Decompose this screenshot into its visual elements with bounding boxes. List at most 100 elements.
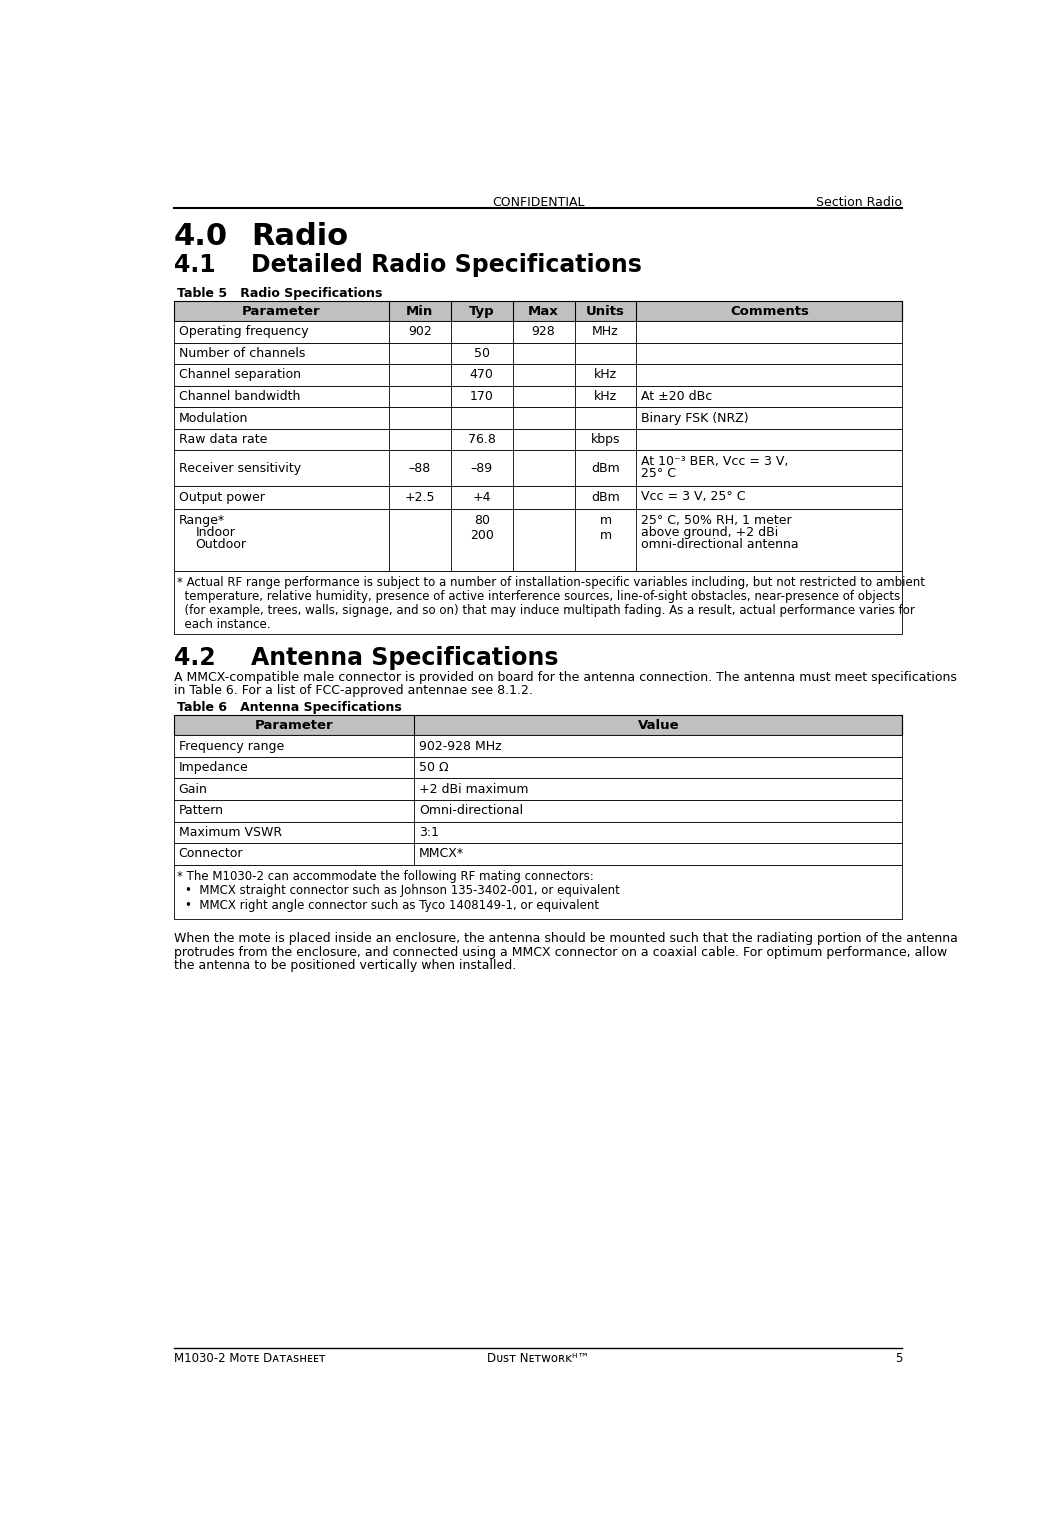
Text: At 10⁻³ BER, Vcc = 3 V,: At 10⁻³ BER, Vcc = 3 V, — [642, 454, 789, 468]
Text: Pattern: Pattern — [178, 804, 224, 818]
Text: Parameter: Parameter — [255, 719, 334, 732]
Text: Frequency range: Frequency range — [178, 739, 284, 753]
Text: dBm: dBm — [591, 491, 620, 504]
Text: Number of channels: Number of channels — [178, 346, 304, 360]
Text: temperature, relative humidity, presence of active interference sources, line-of: temperature, relative humidity, presence… — [177, 590, 900, 602]
Text: kbps: kbps — [591, 433, 621, 447]
Text: * The M1030-2 can accommodate the following RF mating connectors:: * The M1030-2 can accommodate the follow… — [177, 870, 593, 882]
Text: At ±20 dBc: At ±20 dBc — [642, 390, 712, 403]
Text: Vcc = 3 V, 25° C: Vcc = 3 V, 25° C — [642, 490, 745, 504]
Text: Gain: Gain — [178, 782, 208, 796]
Text: 4.0: 4.0 — [174, 222, 228, 251]
Text: Channel separation: Channel separation — [178, 368, 300, 382]
Bar — [174, 570, 902, 634]
Text: MHz: MHz — [592, 325, 618, 339]
Text: Outdoor: Outdoor — [195, 537, 247, 551]
Text: protrudes from the enclosure, and connected using a MMCX connector on a coaxial : protrudes from the enclosure, and connec… — [174, 946, 947, 958]
Text: Connector: Connector — [178, 847, 243, 861]
Text: Antenna Specifications: Antenna Specifications — [251, 645, 559, 670]
Bar — [174, 801, 902, 822]
Text: Detailed Radio Specifications: Detailed Radio Specifications — [251, 253, 643, 277]
Text: +2.5: +2.5 — [404, 491, 435, 504]
Text: 5: 5 — [895, 1352, 902, 1364]
Text: Units: Units — [586, 305, 625, 317]
Text: Table 5   Radio Specifications: Table 5 Radio Specifications — [177, 286, 382, 300]
Text: Raw data rate: Raw data rate — [178, 433, 267, 447]
Text: 470: 470 — [469, 368, 494, 382]
Text: Omni-directional: Omni-directional — [419, 804, 523, 818]
Text: m: m — [600, 528, 611, 542]
Text: When the mote is placed inside an enclosure, the antenna should be mounted such : When the mote is placed inside an enclos… — [174, 933, 958, 946]
Text: –89: –89 — [470, 462, 492, 474]
Bar — [174, 365, 902, 385]
Text: 76.8: 76.8 — [467, 433, 496, 447]
Bar — [174, 300, 902, 320]
Bar — [174, 735, 902, 756]
Text: kHz: kHz — [594, 390, 617, 403]
Text: in Table 6. For a list of FCC-approved antennae see 8.1.2.: in Table 6. For a list of FCC-approved a… — [174, 684, 532, 696]
Text: Typ: Typ — [469, 305, 495, 317]
Text: A MMCX-compatible male connector is provided on board for the antenna connection: A MMCX-compatible male connector is prov… — [174, 671, 957, 684]
Text: 4.2: 4.2 — [174, 645, 215, 670]
Text: CONFIDENTIAL: CONFIDENTIAL — [491, 196, 585, 208]
Text: Indoor: Indoor — [195, 525, 235, 539]
Text: •  MMCX right angle connector such as Tyco 1408149-1, or equivalent: • MMCX right angle connector such as Tyc… — [185, 899, 598, 912]
Text: Max: Max — [528, 305, 559, 317]
Text: –88: –88 — [408, 462, 430, 474]
Text: * Actual RF range performance is subject to a number of installation-specific va: * Actual RF range performance is subject… — [177, 576, 925, 588]
Text: Parameter: Parameter — [242, 305, 320, 317]
Text: omni-directional antenna: omni-directional antenna — [642, 537, 799, 551]
Bar — [174, 320, 902, 342]
Text: 170: 170 — [469, 390, 494, 403]
Text: Comments: Comments — [730, 305, 809, 317]
Text: 902: 902 — [407, 325, 432, 339]
Text: Binary FSK (NRZ): Binary FSK (NRZ) — [642, 411, 749, 425]
Text: 25° C: 25° C — [642, 467, 676, 480]
Bar — [174, 756, 902, 778]
Bar — [174, 485, 902, 508]
Text: Value: Value — [637, 719, 679, 732]
Text: each instance.: each instance. — [177, 618, 271, 630]
Text: Channel bandwidth: Channel bandwidth — [178, 390, 300, 403]
Text: +4: +4 — [472, 491, 491, 504]
Text: 25° C, 50% RH, 1 meter: 25° C, 50% RH, 1 meter — [642, 513, 792, 527]
Text: 80: 80 — [474, 513, 489, 527]
Text: 928: 928 — [531, 325, 555, 339]
Text: (for example, trees, walls, signage, and so on) that may induce multipath fading: (for example, trees, walls, signage, and… — [177, 604, 915, 616]
Text: Operating frequency: Operating frequency — [178, 325, 308, 339]
Text: Impedance: Impedance — [178, 761, 248, 775]
Text: Range*: Range* — [178, 513, 225, 527]
Text: dBm: dBm — [591, 462, 620, 474]
Text: 902-928 MHz: 902-928 MHz — [419, 739, 502, 753]
Text: +2 dBi maximum: +2 dBi maximum — [419, 782, 528, 796]
Bar — [174, 407, 902, 428]
Bar — [174, 385, 902, 407]
Bar — [174, 508, 902, 570]
Text: above ground, +2 dBi: above ground, +2 dBi — [642, 525, 778, 539]
Text: Min: Min — [406, 305, 434, 317]
Text: the antenna to be positioned vertically when installed.: the antenna to be positioned vertically … — [174, 958, 517, 972]
Text: 50 Ω: 50 Ω — [419, 761, 448, 775]
Bar — [174, 342, 902, 363]
Text: Section Radio: Section Radio — [817, 196, 902, 208]
Bar — [174, 715, 902, 735]
Text: M1030-2 Mᴏᴛᴇ Dᴀᴛᴀѕʜᴇᴇᴛ: M1030-2 Mᴏᴛᴇ Dᴀᴛᴀѕʜᴇᴇᴛ — [174, 1352, 326, 1364]
Text: Modulation: Modulation — [178, 411, 248, 425]
Text: Table 6   Antenna Specifications: Table 6 Antenna Specifications — [177, 701, 402, 715]
Bar — [174, 822, 902, 844]
Text: Receiver sensitivity: Receiver sensitivity — [178, 462, 300, 474]
Bar — [174, 428, 902, 450]
Text: 200: 200 — [469, 528, 494, 542]
Text: Output power: Output power — [178, 491, 265, 504]
Bar — [174, 864, 902, 918]
Text: 50: 50 — [474, 346, 489, 360]
Text: 3:1: 3:1 — [419, 825, 439, 839]
Text: •  MMCX straight connector such as Johnson 135-3402-001, or equivalent: • MMCX straight connector such as Johnso… — [185, 884, 620, 896]
Text: 4.1: 4.1 — [174, 253, 215, 277]
Bar — [174, 450, 902, 485]
Text: Dᴜѕᴛ Nᴇᴛᴡᴏʀᴋᴴ™: Dᴜѕᴛ Nᴇᴛᴡᴏʀᴋᴴ™ — [487, 1352, 589, 1364]
Text: m: m — [600, 513, 611, 527]
Text: Maximum VSWR: Maximum VSWR — [178, 825, 281, 839]
Text: kHz: kHz — [594, 368, 617, 382]
Text: Radio: Radio — [251, 222, 349, 251]
